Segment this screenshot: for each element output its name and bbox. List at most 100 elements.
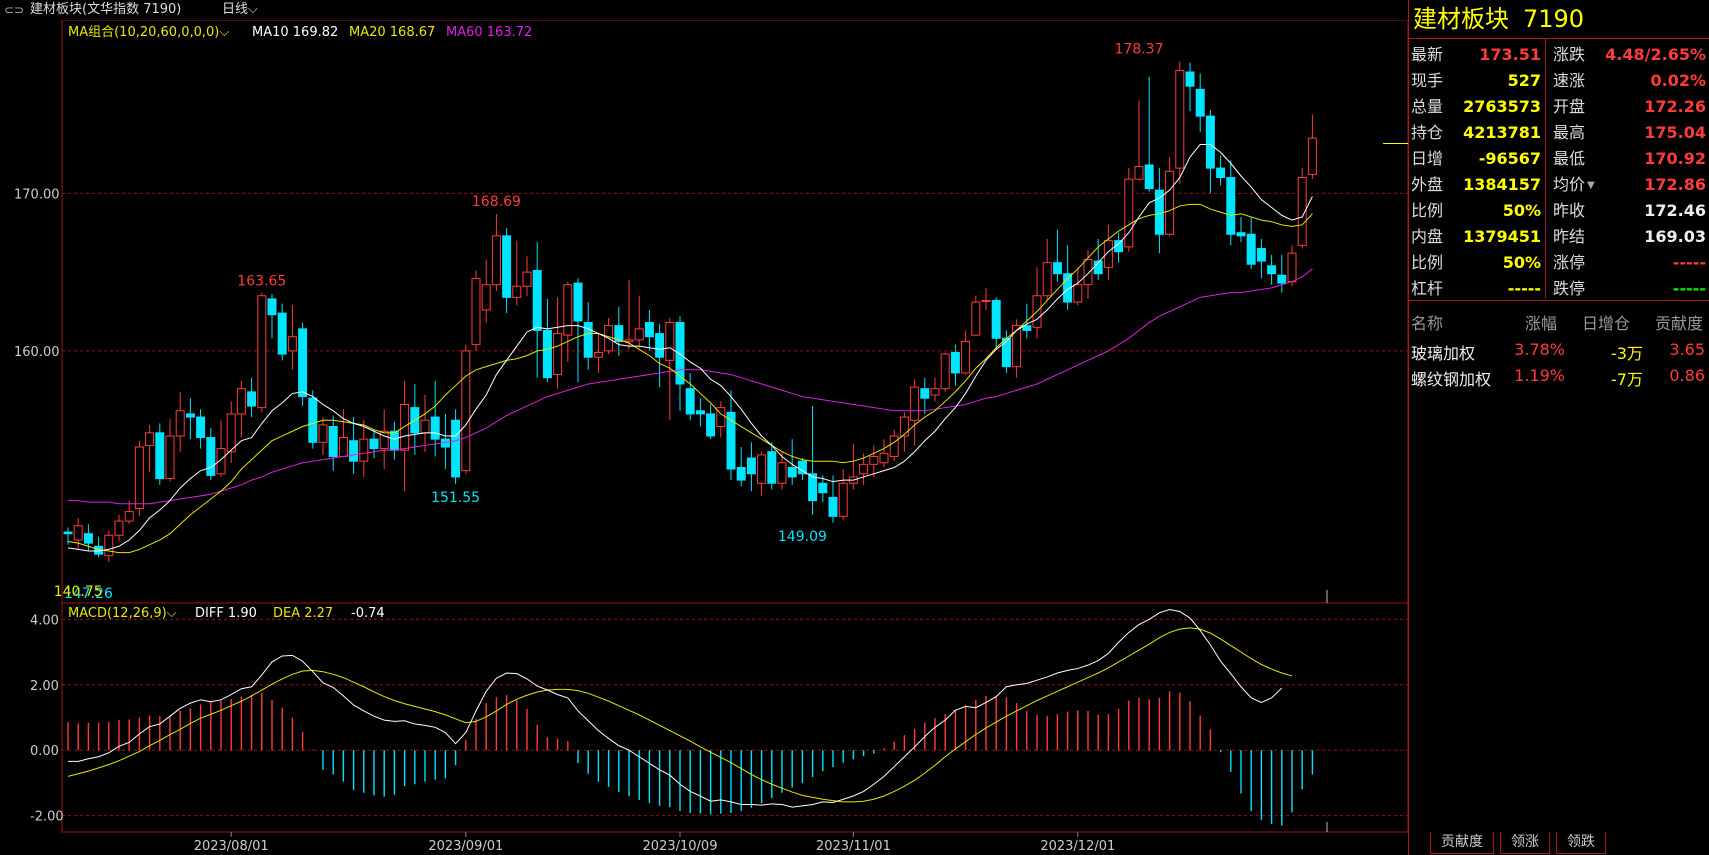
candle-down bbox=[787, 466, 797, 478]
candle-down bbox=[675, 322, 685, 385]
candle-up bbox=[1042, 262, 1052, 297]
candle-down bbox=[1267, 265, 1277, 275]
quote-key: 昨收 bbox=[1553, 201, 1586, 220]
quote-value: 0.02% bbox=[1650, 71, 1706, 90]
candle-down bbox=[614, 325, 624, 342]
candle-up bbox=[1307, 137, 1317, 175]
quote-row: 持仓 4213781 最高 175.04 bbox=[1409, 120, 1709, 146]
ma60-legend: MA60 163.72 bbox=[446, 25, 532, 40]
price-annotation: 168.69 bbox=[472, 194, 521, 210]
quote-value: 169.03 bbox=[1644, 227, 1706, 246]
chart-title-bar: ⊂⊃ 建材板块(文华指数 7190) 日线⌵ bbox=[0, 0, 1408, 20]
candle-up bbox=[145, 432, 155, 446]
ma10-line bbox=[67, 143, 1313, 552]
candle-up bbox=[838, 482, 848, 517]
quote-key: 最低 bbox=[1553, 149, 1586, 168]
quote-value: 50% bbox=[1502, 253, 1541, 272]
quote-divider bbox=[1545, 38, 1546, 298]
candle-down bbox=[63, 531, 73, 535]
candle-down bbox=[1185, 71, 1195, 87]
candle-up bbox=[226, 413, 236, 453]
candle-up bbox=[940, 353, 950, 390]
kline-chart[interactable]: 170.00 160.00 4.00 2.00 0.00 -2.00 2023/08/01 2… bbox=[0, 0, 1408, 855]
candle-up bbox=[563, 284, 573, 336]
tab-leaders-down[interactable]: 领跌 bbox=[1556, 832, 1606, 854]
candle-up bbox=[859, 463, 869, 475]
candle-up bbox=[114, 520, 124, 536]
candle-up bbox=[338, 437, 348, 457]
candle-up bbox=[553, 333, 563, 376]
candle-down bbox=[736, 466, 746, 481]
chart-title[interactable]: 建材板块(文华指数 7190) bbox=[30, 2, 182, 17]
ma10-legend: MA10 169.82 bbox=[252, 25, 338, 40]
candle-down bbox=[532, 270, 542, 331]
contrib-name: 玻璃加权 bbox=[1411, 344, 1476, 363]
candle-up bbox=[930, 388, 940, 396]
candle-up bbox=[757, 454, 767, 484]
candle-down bbox=[1226, 177, 1236, 235]
chevron-down-icon[interactable]: ▼ bbox=[1587, 180, 1595, 191]
quote-value: 172.46 bbox=[1644, 201, 1706, 220]
contrib-value: 0.86 bbox=[1669, 366, 1705, 385]
quote-code: 7190 bbox=[1523, 5, 1585, 33]
candle-up bbox=[716, 407, 726, 428]
candle-down bbox=[185, 413, 195, 418]
candle-up bbox=[624, 339, 634, 342]
candle-down bbox=[1256, 247, 1266, 262]
candle-up bbox=[73, 525, 83, 541]
candle-up bbox=[124, 511, 134, 522]
candle-up bbox=[175, 410, 185, 437]
quote-value: 527 bbox=[1507, 71, 1541, 90]
col-oi[interactable]: 日增仓 bbox=[1582, 314, 1631, 333]
tab-leaders-up[interactable]: 领涨 bbox=[1500, 832, 1550, 854]
candle-down bbox=[950, 351, 960, 374]
candle-up bbox=[236, 388, 246, 415]
quote-row: 杠杆 ----- 跌停 ----- bbox=[1409, 276, 1709, 302]
quote-row: 比例 50% 涨停 ----- bbox=[1409, 250, 1709, 276]
quote-value: 173.51 bbox=[1479, 45, 1541, 64]
price-annotation: 178.37 bbox=[1115, 41, 1164, 57]
period-selector[interactable]: 日线⌵ bbox=[222, 0, 258, 20]
candle-up bbox=[869, 455, 879, 465]
contrib-change: 1.19% bbox=[1514, 366, 1565, 385]
candle-down bbox=[1205, 115, 1215, 169]
col-name[interactable]: 名称 bbox=[1411, 314, 1444, 333]
tab-contrib[interactable]: 贡献度 bbox=[1430, 832, 1494, 854]
candle-up bbox=[1012, 325, 1022, 368]
quote-key: 昨结 bbox=[1553, 227, 1586, 246]
macd-tick-label: 2.00 bbox=[30, 679, 59, 694]
candle-up bbox=[359, 438, 369, 462]
quote-key: 跌停 bbox=[1553, 279, 1586, 298]
date-tick-label: 2023/08/01 bbox=[194, 839, 269, 854]
candle-up bbox=[461, 350, 471, 472]
price-tick-label: 170.00 bbox=[14, 187, 60, 202]
candle-up bbox=[1175, 69, 1185, 169]
col-contrib[interactable]: 贡献度 bbox=[1655, 314, 1704, 333]
candle-up bbox=[910, 386, 920, 421]
diff-legend: DIFF 1.90 bbox=[195, 606, 257, 621]
candle-down bbox=[767, 451, 777, 484]
quote-key: 持仓 bbox=[1411, 123, 1444, 142]
candle-up bbox=[287, 336, 297, 352]
quote-value: 1379451 bbox=[1463, 227, 1541, 246]
candle-down bbox=[828, 496, 838, 517]
candle-up bbox=[971, 301, 981, 336]
candle-up bbox=[134, 446, 144, 509]
quote-key: 现手 bbox=[1411, 71, 1444, 90]
window-switch-icon[interactable]: ⊂⊃ bbox=[4, 3, 25, 17]
col-change[interactable]: 涨幅 bbox=[1525, 314, 1558, 333]
diff-line bbox=[68, 609, 1283, 808]
quote-value: 170.92 bbox=[1644, 149, 1706, 168]
candle-up bbox=[491, 235, 501, 286]
quote-title: 建材板块 bbox=[1413, 5, 1509, 33]
section-divider bbox=[1409, 300, 1709, 301]
contrib-oi: -3万 bbox=[1611, 344, 1643, 363]
macd-selector: MACD(12,26,9)⌵ bbox=[68, 606, 177, 621]
price-tick-label: 160.00 bbox=[14, 345, 60, 360]
price-cursor-marker bbox=[1383, 143, 1408, 144]
candle-down bbox=[267, 298, 277, 316]
candle-down bbox=[695, 410, 705, 415]
contrib-change: 3.78% bbox=[1514, 340, 1565, 359]
quote-row: 比例 50% 昨收 172.46 bbox=[1409, 198, 1709, 224]
candle-down bbox=[920, 388, 930, 399]
